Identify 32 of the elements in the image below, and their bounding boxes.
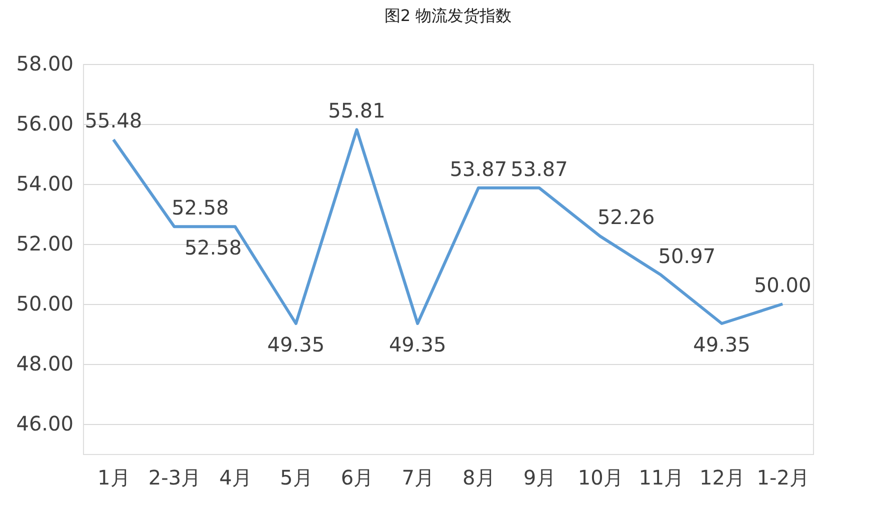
data-label: 55.81 xyxy=(328,98,386,123)
y-tick-label: 56.00 xyxy=(16,112,74,136)
data-label: 50.00 xyxy=(754,273,812,297)
chart-title: 图2 物流发货指数 xyxy=(384,6,512,25)
data-label: 52.58 xyxy=(184,236,242,260)
data-label: 55.48 xyxy=(84,108,142,133)
data-label: 49.35 xyxy=(388,332,446,356)
data-label: 52.58 xyxy=(172,196,229,220)
x-tick-label: 11月 xyxy=(638,466,684,490)
y-tick-label: 52.00 xyxy=(16,232,74,256)
data-label: 49.35 xyxy=(267,332,325,356)
y-tick-label: 58.00 xyxy=(16,52,74,76)
x-tick-label: 7月 xyxy=(402,466,434,490)
data-label: 52.26 xyxy=(597,205,655,230)
x-tick-label: 2-3月 xyxy=(148,466,202,490)
data-label: 53.87 xyxy=(450,156,508,181)
x-tick-label: 1月 xyxy=(98,466,130,490)
y-tick-label: 54.00 xyxy=(16,172,74,196)
y-tick-label: 48.00 xyxy=(16,352,74,376)
data-label: 49.35 xyxy=(693,332,750,356)
x-tick-label: 8月 xyxy=(462,466,496,490)
data-label: 50.97 xyxy=(658,244,716,268)
x-tick-label: 1-2月 xyxy=(756,466,810,490)
data-label: 53.87 xyxy=(510,156,568,181)
x-tick-label: 9月 xyxy=(523,466,556,490)
x-tick-label: 5月 xyxy=(280,466,313,490)
y-tick-label: 50.00 xyxy=(16,292,74,316)
x-tick-label: 10月 xyxy=(578,466,624,490)
x-tick-label: 6月 xyxy=(340,466,374,490)
x-tick-label: 4月 xyxy=(219,466,252,490)
x-tick-label: 12月 xyxy=(700,466,745,490)
y-tick-label: 46.00 xyxy=(16,412,74,436)
